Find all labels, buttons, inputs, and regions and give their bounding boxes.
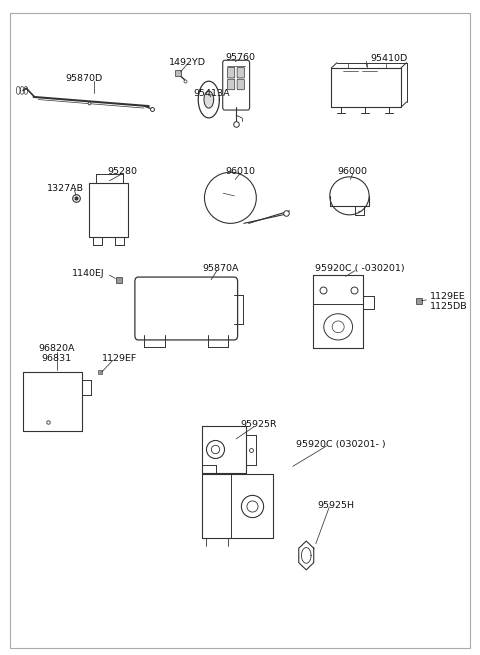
Text: 1125DB: 1125DB (430, 302, 467, 311)
Text: 95870A: 95870A (203, 264, 239, 273)
Text: 96831: 96831 (42, 354, 72, 364)
Text: 1492YD: 1492YD (168, 58, 206, 67)
Text: 95410D: 95410D (370, 54, 408, 64)
FancyBboxPatch shape (223, 60, 250, 110)
Text: 1129EE: 1129EE (430, 291, 465, 301)
Text: 96010: 96010 (225, 167, 255, 176)
Text: 95280: 95280 (108, 167, 137, 176)
FancyBboxPatch shape (228, 79, 235, 90)
Text: 1129EF: 1129EF (102, 354, 138, 364)
FancyBboxPatch shape (228, 67, 235, 78)
Text: 96000: 96000 (338, 167, 368, 176)
Text: 96820A: 96820A (38, 344, 75, 353)
Text: 95925H: 95925H (317, 501, 355, 510)
FancyBboxPatch shape (237, 67, 244, 78)
Text: 95920C ( -030201): 95920C ( -030201) (315, 264, 405, 273)
Ellipse shape (204, 91, 214, 108)
Text: 95925R: 95925R (240, 420, 276, 429)
Text: 95760: 95760 (225, 53, 255, 62)
FancyBboxPatch shape (237, 79, 244, 90)
Text: 95920C (030201- ): 95920C (030201- ) (296, 440, 385, 449)
Text: 95413A: 95413A (193, 88, 229, 98)
Text: 95870D: 95870D (65, 74, 103, 83)
Bar (89, 183, 128, 237)
Text: 1140EJ: 1140EJ (72, 269, 105, 278)
Text: 1327AB: 1327AB (47, 184, 84, 193)
